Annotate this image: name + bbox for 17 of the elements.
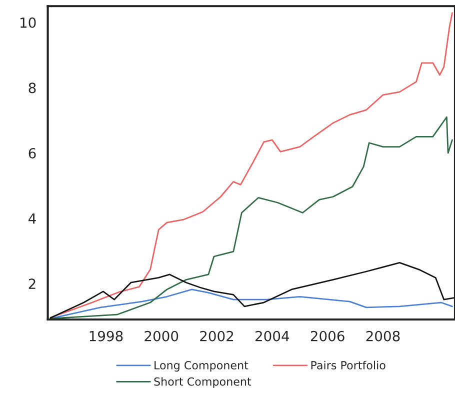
y-tick-label: 2 xyxy=(28,278,36,289)
y-tick-label: 4 xyxy=(28,213,36,224)
y-tick-label: 6 xyxy=(28,148,36,158)
x-tick-label: 2002 xyxy=(200,330,234,342)
y-tick-label: 10 xyxy=(20,17,36,28)
legend-label: Pairs Portfolio xyxy=(311,360,386,370)
x-tick-label: 1998 xyxy=(90,330,123,342)
x-tick-label: 2004 xyxy=(256,330,290,342)
y-tick-label: 8 xyxy=(28,82,36,94)
line-series xyxy=(50,12,453,318)
x-tick-label: 2000 xyxy=(144,330,178,342)
legend-label: Short Component xyxy=(154,377,252,388)
x-tick-label: 2006 xyxy=(310,330,344,342)
x-tick-label: 2008 xyxy=(366,330,400,342)
legend-label: Long Component xyxy=(154,361,248,372)
line-series xyxy=(50,262,455,319)
line-series xyxy=(50,116,453,320)
